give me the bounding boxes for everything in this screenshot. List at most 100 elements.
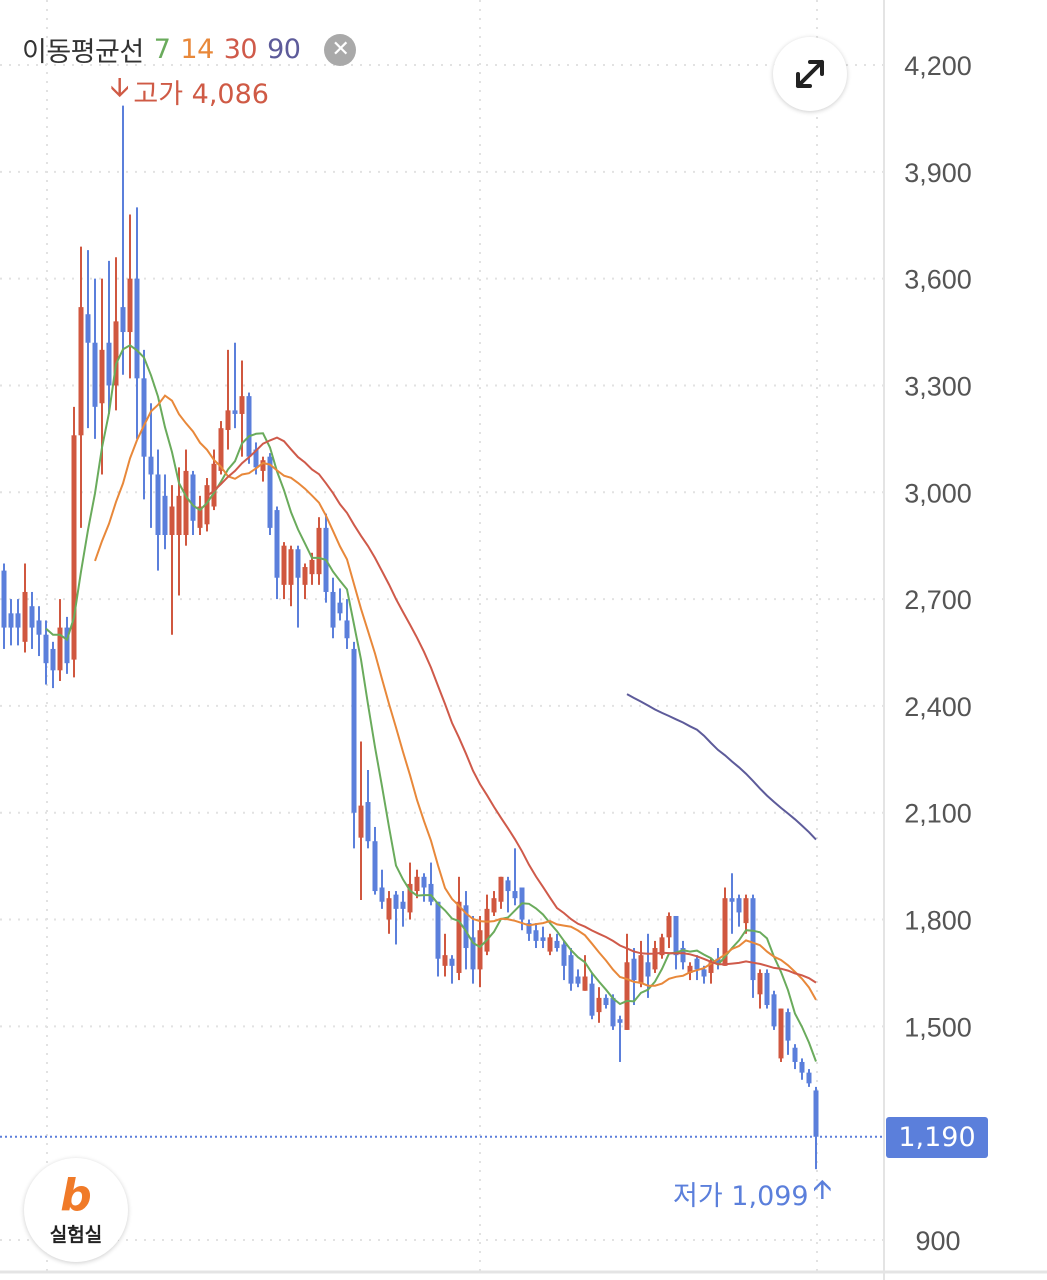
low-price-marker: 저가 1,099 🡩 [673,1170,832,1216]
candle-body [22,591,28,642]
candle-body [547,937,553,952]
candle-body [526,923,532,934]
legend-ma30: 30 [223,34,258,65]
candle-body [155,474,161,535]
high-price-marker: 🡫 고가 4,086 [110,68,269,114]
high-price-label: 고가 4,086 [133,78,269,110]
candle-body [638,955,644,984]
candle-body [806,1072,812,1084]
candle-body [78,307,84,436]
candle-body [561,944,567,966]
candle-body [736,898,742,913]
candle-body [309,559,315,575]
candle-body [225,410,231,430]
candle-body [358,805,364,838]
candle-body [197,506,203,528]
candle-body [351,648,357,813]
candle-body [442,955,448,966]
candle-body [554,940,560,949]
candle-body [610,997,616,1027]
candle-body [484,908,490,952]
candle-body [456,901,462,973]
candle-body [50,648,56,671]
ma7-line [45,344,817,1062]
arrow-down-icon: 🡫 [110,72,130,103]
candle-body [253,449,259,468]
candle-body [127,278,133,333]
expand-arrows-icon [796,60,824,88]
candle-body [512,891,518,899]
candle-body [729,898,735,902]
moving-averages [45,344,817,1062]
candle-body [582,976,588,991]
lab-button[interactable]: b 실험실 [24,1158,128,1262]
candle-body [750,898,756,981]
y-tick-label: 2,700 [904,585,972,615]
legend-ma90: 90 [267,34,301,65]
candle-body [694,958,700,970]
candle-body [645,962,651,977]
candle-body [113,321,119,386]
candle-body [813,1090,819,1137]
candle-body [505,880,511,892]
legend-title: 이동평균선 [22,37,144,68]
candle-body [344,620,350,639]
candle-body [92,342,98,407]
y-tick-label: 1,800 [904,906,972,936]
candle-body [400,901,406,909]
candle-body [393,894,399,909]
candle-body [1,570,7,628]
candle-body [57,627,63,671]
candle-body [708,962,714,973]
candle-body [624,962,630,1030]
candle-body [568,955,574,984]
candle-body [722,898,728,966]
candle-body [715,958,721,963]
candle-body [43,634,49,664]
candle-body [673,915,679,956]
candle-body [701,969,707,977]
candle-body [337,602,343,614]
candle-body [470,937,476,970]
candle-body [85,314,91,343]
current-price-tag: 1,190 [886,1117,988,1158]
low-price-label: 저가 1,099 [673,1180,809,1212]
candle-body [771,994,777,1027]
y-tick-label: 3,600 [904,265,972,295]
candle-body [757,972,763,995]
lab-label: 실험실 [49,1223,103,1246]
y-tick-label: 2,400 [904,692,972,722]
y-tick-label: 1,500 [904,1012,972,1042]
legend-ma14: 14 [180,34,214,65]
candle-body [316,527,322,575]
candle-body [211,463,217,507]
candle-body [295,549,301,578]
y-tick-label: 3,000 [904,478,972,508]
y-axis: 4,200 3,900 3,600 3,300 3,000 2,700 2,400 2,100… [904,51,972,1256]
candle-body [281,545,287,585]
candle-body [183,470,189,535]
candle-body [162,495,168,535]
candle-body [498,876,504,902]
y-tick-label: 900 [915,1226,960,1256]
candle-body [288,549,294,585]
expand-button[interactable] [773,37,847,111]
candle-body [169,506,175,535]
candle-body [540,937,546,941]
candle-body [232,410,238,414]
candle-body [204,485,210,525]
ma90-line [626,693,817,841]
candle-body [449,958,455,966]
candle-body [428,883,434,902]
candle-body [792,1047,798,1062]
close-icon[interactable]: ✕ [324,33,357,66]
y-tick-label: 4,200 [904,51,972,81]
moving-average-legend[interactable]: 이동평균선 7 14 30 90 ✕ [22,30,357,69]
candle-body [631,958,637,981]
candle-body [330,591,336,628]
candle-body [134,278,140,379]
candle-body [120,307,126,333]
candle-body [764,972,770,1005]
candle-body [239,396,245,414]
